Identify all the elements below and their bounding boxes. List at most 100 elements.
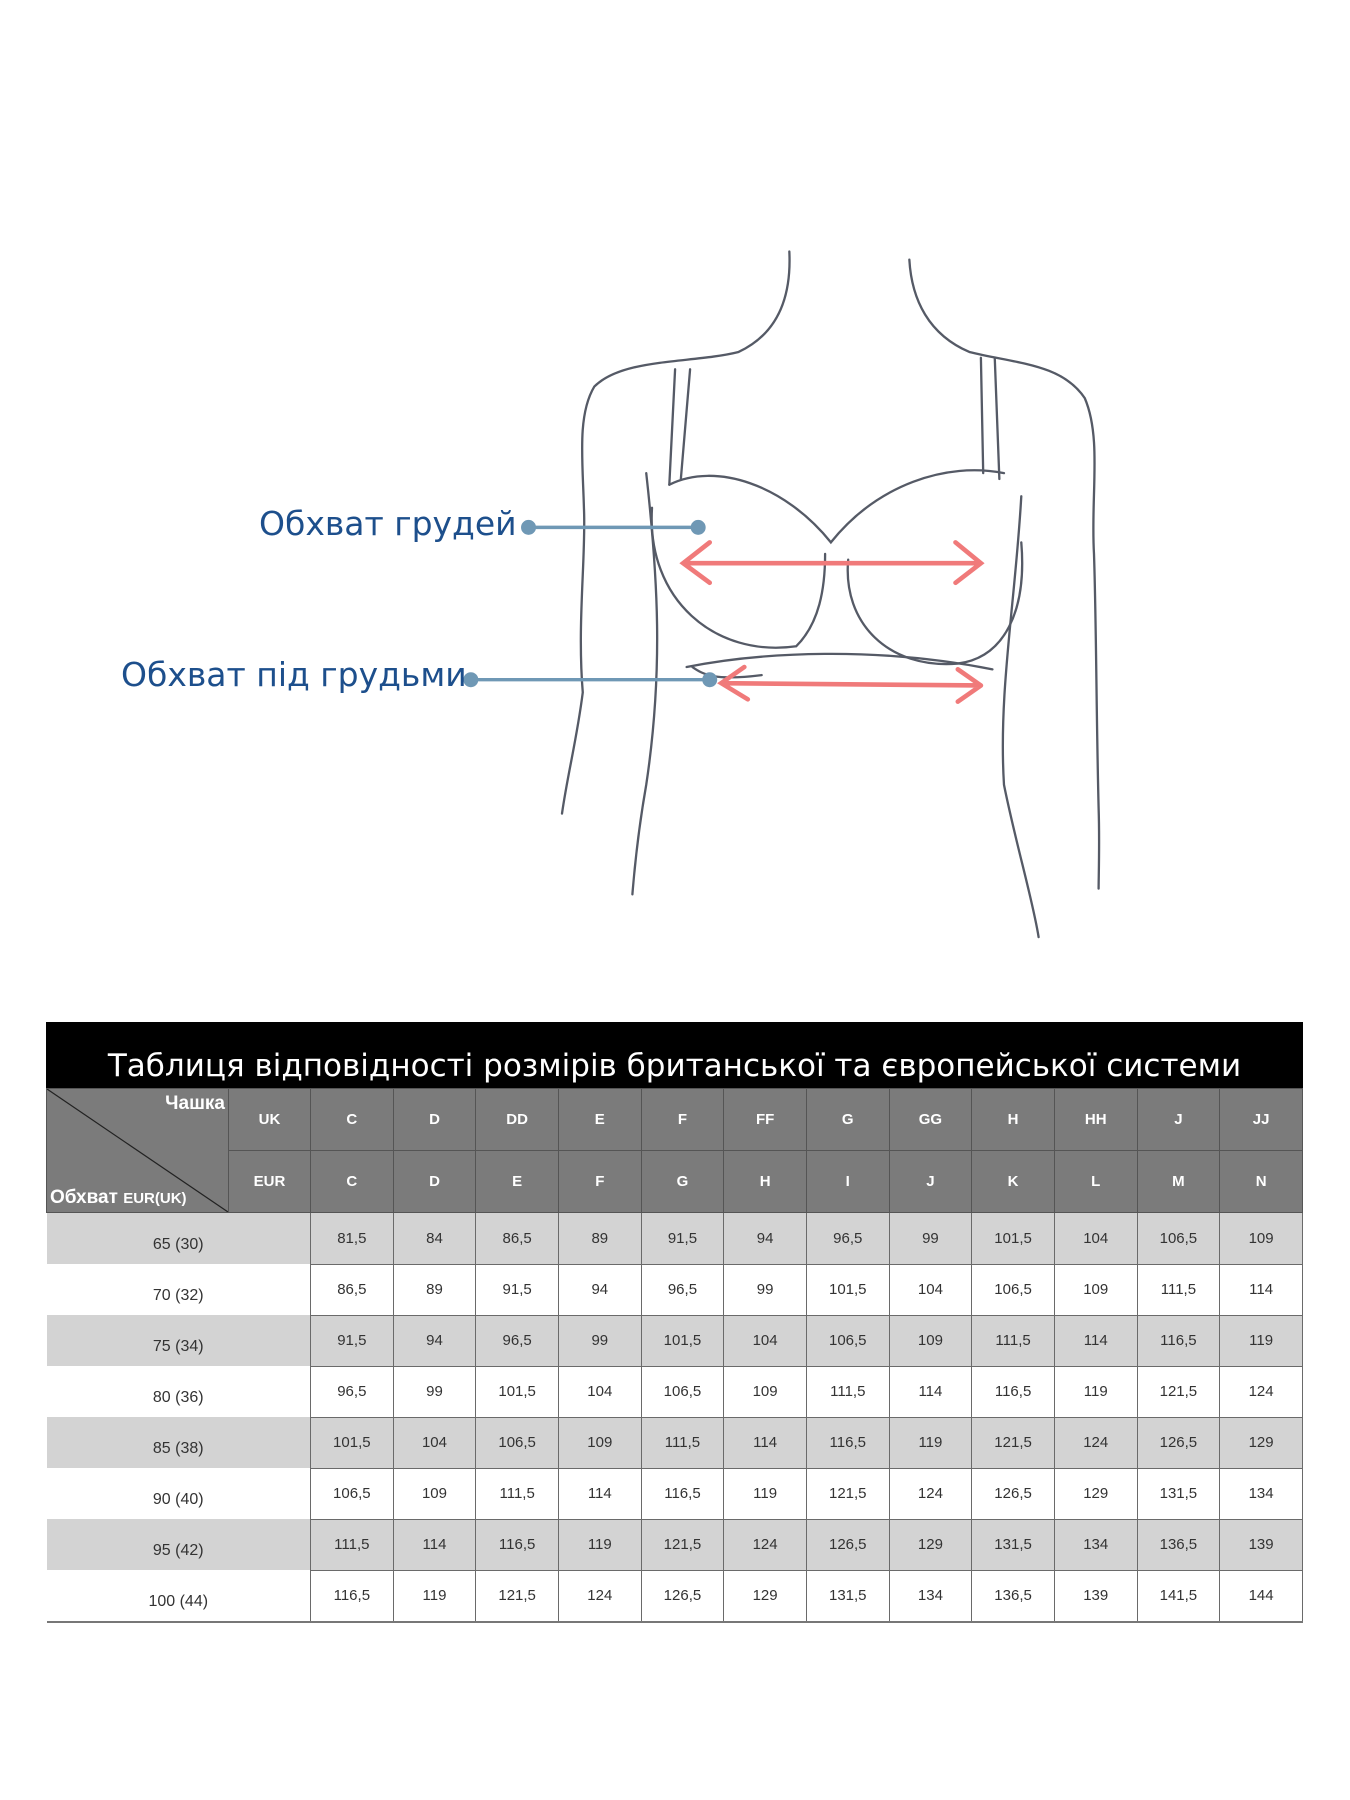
- bust-measurement-cell: 111,5: [640, 1416, 725, 1469]
- bust-measurement-cell: 119: [392, 1569, 477, 1623]
- band-axis-main: Обхват: [50, 1187, 118, 1208]
- bust-measurement-cell: 134: [1053, 1518, 1138, 1571]
- uk-cup-row: Чашка Обхват EUR(UK) UK C D DD E F FF G GG H HH J J…: [46, 1088, 1303, 1213]
- band-size-label: 75 (34): [46, 1315, 311, 1366]
- uk-cup-header: GG: [888, 1088, 973, 1151]
- measurement-diagram: Обхват грудей Обхват під грудьми: [121, 250, 1101, 939]
- bust-measurement-cell: 126,5: [805, 1518, 890, 1571]
- bust-measurement-cell: 84: [392, 1212, 477, 1265]
- uk-cup-header: F: [640, 1088, 725, 1151]
- bust-pointer-dot: [521, 519, 537, 535]
- bust-measurement-cell: 101,5: [971, 1212, 1055, 1265]
- bust-measurement-cell: 136,5: [1136, 1518, 1221, 1571]
- bust-measurement-cell: 134: [1219, 1467, 1303, 1520]
- bust-measurement-cell: 86,5: [475, 1212, 559, 1265]
- bust-arrow: [679, 540, 985, 586]
- bust-measurement-cell: 114: [888, 1365, 973, 1418]
- eur-cup-header: M: [1136, 1150, 1221, 1213]
- band-size-label: 90 (40): [46, 1468, 311, 1519]
- uk-cup-header: E: [557, 1088, 642, 1151]
- bust-measurement-cell: 106,5: [1136, 1212, 1221, 1265]
- bust-measurement-cell: 104: [1053, 1212, 1138, 1265]
- bust-measurement-cell: 111,5: [310, 1518, 394, 1571]
- table-row: 80 (36) 96,5 99 101,5 104 106,5 109 111,5 114 116…: [46, 1365, 1303, 1418]
- table-title: Таблиця відповідності розмірів британськ…: [46, 1022, 1303, 1088]
- bust-measurement-cell: 86,5: [310, 1263, 394, 1316]
- bust-measurement-cell: 119: [557, 1518, 642, 1571]
- bust-measurement-cell: 91,5: [310, 1314, 394, 1367]
- band-size-label: 95 (42): [46, 1519, 311, 1570]
- table-row: 100 (44) 116,5 119 121,5 124 126,5 129 131,5 134…: [46, 1569, 1303, 1623]
- eur-cup-header: G: [640, 1150, 725, 1213]
- bust-measurement-cell: 124: [1053, 1416, 1138, 1469]
- bust-measurement-cell: 144: [1219, 1569, 1303, 1623]
- bust-measurement-cell: 104: [557, 1365, 642, 1418]
- bust-measurement-cell: 114: [1219, 1263, 1303, 1316]
- bust-measurement-cell: 89: [392, 1263, 477, 1316]
- band-axis-label: Обхват EUR(UK): [50, 1187, 187, 1209]
- bust-measurement-cell: 119: [888, 1416, 973, 1469]
- bust-measurement-cell: 109: [392, 1467, 477, 1520]
- bust-measurement-cell: 104: [723, 1314, 807, 1367]
- bust-measurement-cell: 109: [1219, 1212, 1303, 1265]
- uk-cup-header: J: [1136, 1088, 1221, 1151]
- bust-measurement-cell: 116,5: [805, 1416, 890, 1469]
- bust-measurement-cell: 119: [1053, 1365, 1138, 1418]
- bust-measurement-cell: 114: [1053, 1314, 1138, 1367]
- bust-measurement-cell: 136,5: [971, 1569, 1055, 1623]
- bust-measurement-cell: 96,5: [310, 1365, 394, 1418]
- table-row: 90 (40) 106,5 109 111,5 114 116,5 119 121,5 124 1…: [46, 1467, 1303, 1520]
- bust-measurement-cell: 111,5: [475, 1467, 559, 1520]
- bra-neckline: [668, 469, 1006, 545]
- bust-measurement-cell: 94: [557, 1263, 642, 1316]
- bust-measurement-cell: 111,5: [971, 1314, 1055, 1367]
- bust-measurement-cell: 94: [392, 1314, 477, 1367]
- bust-measurement-cell: 121,5: [475, 1569, 559, 1623]
- bust-measurement-cell: 109: [888, 1314, 973, 1367]
- table-row: 65 (30) 81,5 84 86,5 89 91,5 94 96,5 99 101,5 104 1…: [46, 1212, 1303, 1265]
- bust-measurement-cell: 109: [723, 1365, 807, 1418]
- bust-measurement-cell: 101,5: [640, 1314, 725, 1367]
- eur-cup-header: J: [888, 1150, 973, 1213]
- eur-cup-header: C: [310, 1150, 394, 1213]
- bust-label: Обхват грудей: [259, 504, 517, 543]
- table-row: 85 (38) 101,5 104 106,5 109 111,5 114 116,5 119 1…: [46, 1416, 1303, 1469]
- bust-measurement-cell: 94: [723, 1212, 807, 1265]
- bust-measurement-cell: 104: [888, 1263, 973, 1316]
- uk-cup-header: G: [805, 1088, 890, 1151]
- left-waist-outline: [631, 471, 659, 896]
- right-strap: [979, 356, 1001, 481]
- bust-measurement-cell: 126,5: [640, 1569, 725, 1623]
- eur-cup-header: E: [475, 1150, 559, 1213]
- bust-measurement-cell: 106,5: [805, 1314, 890, 1367]
- bust-measurement-cell: 116,5: [310, 1569, 394, 1623]
- bust-measurement-cell: 134: [888, 1569, 973, 1623]
- bust-measurement-cell: 111,5: [805, 1365, 890, 1418]
- bust-measurement-cell: 99: [888, 1212, 973, 1265]
- eur-cup-header: N: [1219, 1150, 1303, 1213]
- left-body-outline: [560, 250, 791, 815]
- bust-measurement-cell: 126,5: [1136, 1416, 1221, 1469]
- band-size-label: 70 (32): [46, 1264, 311, 1315]
- bust-measurement-cell: 119: [1219, 1314, 1303, 1367]
- table-row: 95 (42) 111,5 114 116,5 119 121,5 124 126,5 129 1…: [46, 1518, 1303, 1571]
- uk-cup-header: HH: [1053, 1088, 1138, 1151]
- underbust-pointer-dot: [463, 672, 479, 688]
- right-cup: [846, 541, 1024, 666]
- bust-measurement-cell: 91,5: [640, 1212, 725, 1265]
- underband-left: [691, 665, 763, 679]
- bust-measurement-cell: 121,5: [805, 1467, 890, 1520]
- bust-measurement-cell: 124: [557, 1569, 642, 1623]
- band-size-label: 65 (30): [46, 1212, 311, 1264]
- size-conversion-table: Таблиця відповідності розмірів британськ…: [46, 1022, 1303, 1623]
- bust-measurement-cell: 116,5: [475, 1518, 559, 1571]
- eur-label: EUR: [228, 1150, 311, 1213]
- band-size-label: 100 (44): [46, 1570, 311, 1623]
- bust-measurement-cell: 119: [723, 1467, 807, 1520]
- table-row: 75 (34) 91,5 94 96,5 99 101,5 104 106,5 109 111,5…: [46, 1314, 1303, 1367]
- bust-measurement-cell: 129: [1053, 1467, 1138, 1520]
- underband: [685, 652, 994, 671]
- bust-measurement-cell: 114: [723, 1416, 807, 1469]
- bust-measurement-cell: 116,5: [971, 1365, 1055, 1418]
